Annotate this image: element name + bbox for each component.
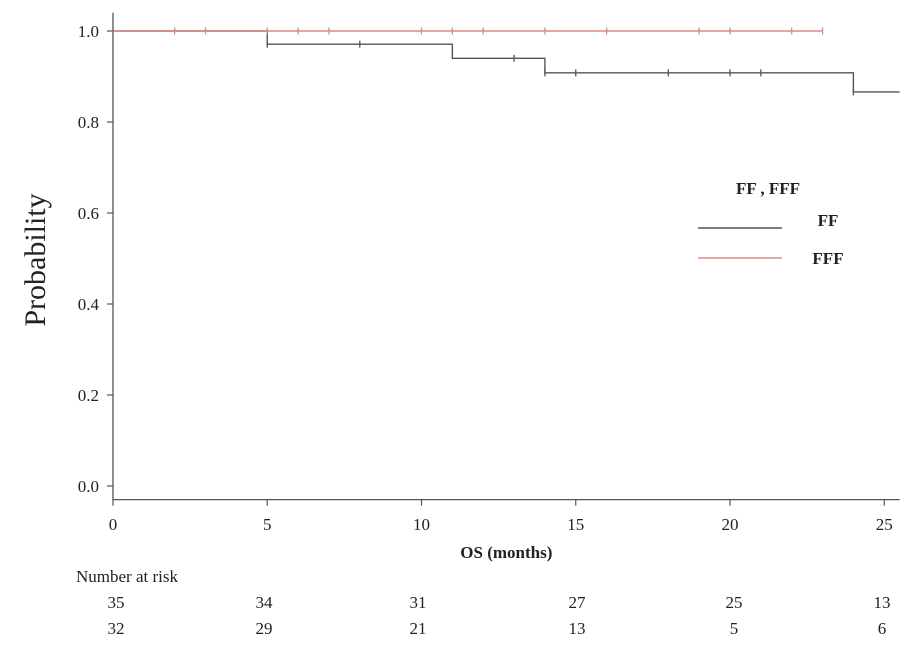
risk-value: 35 xyxy=(108,593,125,612)
risk-value: 31 xyxy=(410,593,427,612)
risk-value: 25 xyxy=(726,593,743,612)
x-tick-label: 20 xyxy=(722,515,739,534)
x-tick-label: 5 xyxy=(263,515,272,534)
risk-value: 21 xyxy=(410,619,427,638)
y-tick-label: 0.8 xyxy=(78,113,99,132)
axes: 0.0 0.2 0.4 0.6 0.8 1.0 0 5 10 15 20 25 OS (months) P… xyxy=(19,12,900,562)
x-tick-label: 15 xyxy=(567,515,584,534)
risk-value: 32 xyxy=(108,619,125,638)
series-layer xyxy=(113,27,900,96)
risk-value: 13 xyxy=(569,619,586,638)
legend-title: FF , FFF xyxy=(736,179,800,198)
y-axis-title: Probability xyxy=(19,193,52,326)
x-tick-label: 0 xyxy=(109,515,118,534)
risk-value: 13 xyxy=(874,593,891,612)
risk-value: 5 xyxy=(730,619,739,638)
y-tick-label: 1.0 xyxy=(78,22,99,41)
km-curve-ff xyxy=(113,30,900,93)
legend-label-ff: FF xyxy=(818,211,839,230)
x-tick-label: 25 xyxy=(876,515,893,534)
risk-value: 34 xyxy=(256,593,274,612)
y-tick-label: 0.2 xyxy=(78,386,99,405)
risk-value: 29 xyxy=(256,619,273,638)
y-tick-label: 0.4 xyxy=(78,295,100,314)
x-axis-title: OS (months) xyxy=(460,543,552,562)
risk-value: 6 xyxy=(878,619,887,638)
y-tick-label: 0.0 xyxy=(78,477,99,496)
risk-table: Number at risk 35 34 31 27 25 13 32 29 21 13 5 6 xyxy=(76,567,891,638)
y-tick-label: 0.6 xyxy=(78,204,99,223)
risk-value: 27 xyxy=(569,593,587,612)
risk-table-title: Number at risk xyxy=(76,567,178,586)
x-tick-label: 10 xyxy=(413,515,430,534)
legend-label-fff: FFF xyxy=(812,249,843,268)
